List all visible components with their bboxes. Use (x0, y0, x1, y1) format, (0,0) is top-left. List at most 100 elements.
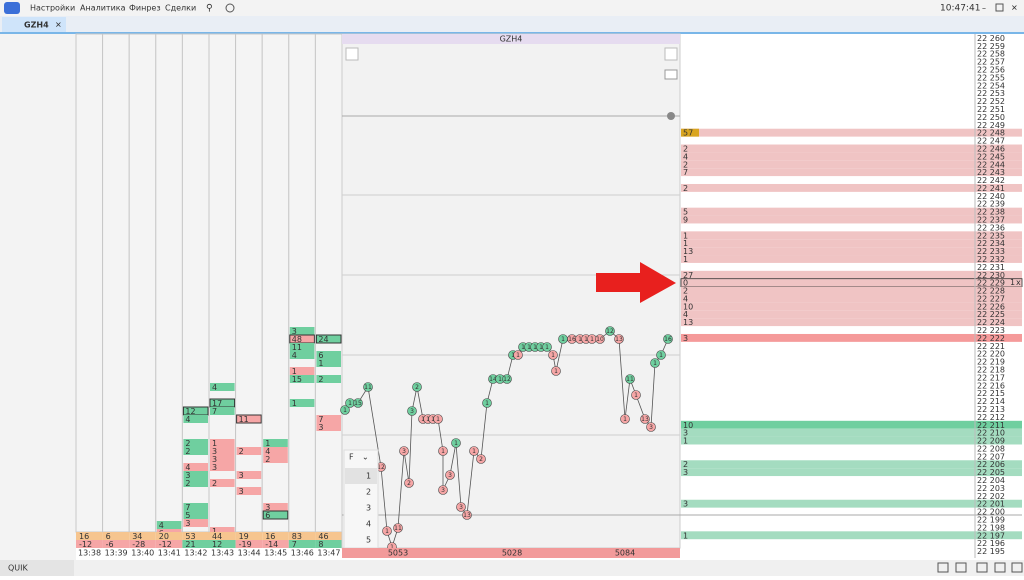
tab[interactable] (2, 17, 66, 32)
trade-label: 1 (516, 352, 520, 359)
tool-icon[interactable]: ⚲ (206, 4, 213, 14)
window-close[interactable]: ✕ (1011, 4, 1018, 13)
trade (456, 502, 466, 512)
price: 22 198 (977, 523, 1005, 532)
trade (393, 523, 403, 533)
trade-label: 1 (545, 344, 549, 351)
filter-label[interactable]: F (349, 453, 354, 462)
trade (382, 526, 392, 536)
status-icon[interactable] (955, 562, 967, 573)
volume: 3 (683, 429, 688, 438)
cell-value: 11 (239, 415, 249, 424)
trade-label: 3 (402, 448, 406, 455)
menu-item[interactable]: Сделки (165, 4, 196, 13)
trade (404, 478, 414, 488)
window-max[interactable] (995, 3, 1004, 12)
column (102, 33, 130, 533)
cell (289, 351, 315, 359)
view-button[interactable] (664, 69, 678, 80)
total-cell (102, 532, 130, 540)
trade-label: 11 (364, 384, 372, 391)
status-icon[interactable] (937, 562, 949, 573)
menu-item[interactable]: Аналитика (80, 4, 126, 13)
cell (183, 503, 208, 511)
order-qty[interactable]: 1 (1010, 278, 1015, 287)
trade (513, 350, 523, 360)
trade-label: 13 (615, 336, 623, 343)
trade-label: 1 (385, 528, 389, 535)
price: 22 216 (977, 381, 1005, 390)
status-text: QUIK (8, 564, 29, 573)
delta-cell (76, 540, 103, 548)
volume: 1 (683, 531, 688, 540)
trade-label: 1 (485, 400, 489, 407)
price: 22 239 (977, 200, 1005, 209)
chart-title: GZH4 (500, 35, 523, 44)
cell (236, 471, 262, 479)
trade-label: 1 (533, 344, 537, 351)
menu-item[interactable]: Финрез (129, 4, 161, 13)
level[interactable]: 2 (366, 488, 371, 497)
delta-cell (209, 540, 236, 548)
trade-label: 1 (551, 352, 555, 359)
cell-value: 11 (292, 343, 302, 352)
price: 22 203 (977, 484, 1005, 493)
status-bar (0, 560, 1024, 576)
help-icon[interactable] (225, 3, 235, 13)
order-cancel[interactable]: x (1016, 278, 1021, 287)
price: 22 258 (977, 50, 1005, 59)
price: 22 215 (977, 389, 1005, 398)
trade (451, 438, 461, 448)
level[interactable]: 4 (366, 520, 371, 529)
price: 22 197 (977, 531, 1005, 540)
status-icon[interactable] (994, 562, 1006, 573)
trade-label: 1 (436, 416, 440, 423)
cell-value: 2 (318, 375, 323, 384)
cell (210, 447, 235, 455)
tab-title[interactable]: GZH4 (24, 21, 49, 30)
price: 22 236 (977, 223, 1005, 232)
level-bg (681, 215, 1022, 224)
x-label: 5053 (388, 549, 408, 558)
time: 13:39 (105, 549, 128, 558)
price: 22 209 (977, 437, 1005, 446)
status-icon[interactable] (976, 562, 988, 573)
chart-tool[interactable] (345, 47, 359, 61)
filter-dropdown[interactable]: ⌄ (362, 453, 369, 462)
delta-cell (288, 540, 316, 548)
cell (315, 334, 342, 344)
price: 22 246 (977, 144, 1005, 153)
delta: -6 (106, 540, 114, 549)
price: 22 234 (977, 239, 1005, 248)
cell (316, 375, 341, 383)
status-icon[interactable] (1011, 562, 1023, 573)
price: 22 224 (977, 318, 1005, 327)
delta-cell (182, 540, 209, 548)
level[interactable]: 5 (366, 536, 371, 545)
cell-value: 3 (239, 471, 244, 480)
menu-bar (0, 0, 1024, 16)
settings-button[interactable] (664, 47, 678, 61)
trade (469, 446, 479, 456)
trade (640, 414, 650, 424)
menu-item[interactable]: Настройки (30, 4, 75, 13)
price: 22 212 (977, 413, 1005, 422)
cell-value: 1 (292, 399, 297, 408)
trade (353, 398, 363, 408)
trade-label: 1 (578, 336, 582, 343)
trade-label: 3 (649, 424, 653, 431)
x-axis-bar (342, 548, 680, 558)
level-bg (681, 231, 1022, 240)
app-logo[interactable] (4, 2, 20, 14)
window-min[interactable]: – (982, 4, 986, 13)
price: 22 210 (977, 429, 1005, 438)
volume: 4 (683, 310, 688, 319)
cell (210, 407, 235, 415)
trade-label: 1 (634, 392, 638, 399)
tab-close[interactable]: ✕ (55, 21, 62, 30)
level[interactable]: 1 (366, 472, 371, 481)
column (314, 33, 343, 533)
level[interactable]: 3 (366, 504, 371, 513)
trade-label: 13 (463, 512, 471, 519)
price: 22 254 (977, 81, 1005, 90)
